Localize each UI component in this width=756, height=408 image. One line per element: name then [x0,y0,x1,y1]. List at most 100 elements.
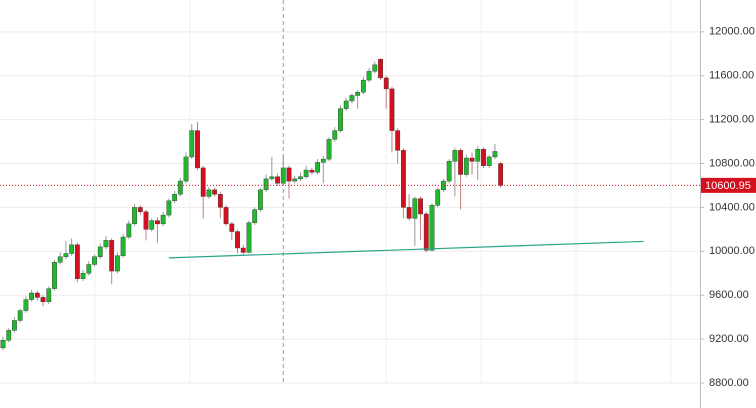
candle-down [109,240,115,272]
candle-up [172,194,177,202]
candle-up [120,236,126,256]
candle-up [269,176,275,180]
candle-up [29,292,34,300]
price-label: 10600.95 [705,180,751,192]
candle-down [423,213,429,251]
candle-up [160,214,166,225]
candle-up [183,156,189,182]
candle-up [360,79,366,93]
candle-down [395,130,401,151]
candle-up [372,64,378,72]
candle-up [132,207,137,225]
candle-up [446,161,452,182]
candle-down [309,169,315,173]
candle-up [292,178,298,182]
candle-down [34,292,40,298]
candle-down [275,176,280,184]
candle-down [286,167,292,182]
candle-up [452,150,458,162]
candle-up [435,189,441,206]
candle-up [429,205,435,251]
candle-down [235,231,240,249]
candle-up [126,223,132,238]
candle-up [366,71,372,81]
candle-up [103,240,109,248]
candle-up [263,178,269,191]
candle-up [315,162,320,173]
candle-up [114,255,120,272]
candle-down [458,150,463,175]
candle-up [332,130,338,140]
candle-up [246,222,252,253]
candle-up [326,139,332,160]
candle-up [177,180,183,195]
y-tick-label: 12000.00 [709,26,755,38]
candle-up [206,189,212,197]
candle-up [6,330,12,341]
y-tick-label: 10400.00 [709,201,755,213]
candle-up [189,130,195,158]
candle-up [338,108,343,131]
price-label-box [701,177,756,193]
candle-down [195,130,200,169]
candle-up [12,320,17,331]
candle-up [57,256,63,263]
candle-down [217,194,223,208]
candle-down [229,223,235,232]
candle-up [166,200,172,216]
y-tick-label: 11600.00 [709,70,754,82]
candle-up [0,340,6,349]
y-tick-label: 10000.00 [709,245,755,257]
candle-up [280,167,286,184]
candle-up [46,288,52,302]
candle-up [492,151,498,158]
candle-up [298,176,303,180]
candle-down [498,163,504,186]
candle-down [240,247,246,253]
candle-up [97,246,103,257]
y-tick-label: 10800.00 [709,157,755,169]
candle-up [463,157,469,175]
candle-down [469,157,475,162]
candle-up [412,198,418,219]
candle-up [320,158,326,163]
candle-down [137,207,143,213]
y-tick-label: 8800.00 [709,377,749,389]
candle-down [223,207,229,225]
candle-down [481,149,486,166]
candle-down [155,220,160,225]
candle-down [378,59,383,79]
candle-down [74,244,80,279]
candle-up [52,262,57,289]
candle-up [63,253,69,257]
candle-up [303,169,309,177]
candle-down [40,297,46,302]
candle-up [69,244,75,254]
candle-down [200,167,206,197]
candle-up [149,220,155,230]
y-tick-label: 9200.00 [709,333,749,345]
y-tick-label: 9600.00 [709,289,749,301]
y-tick-label: 11200.00 [709,114,754,126]
vertical-grid [94,0,672,383]
candle-up [343,100,349,109]
candle-up [23,299,29,311]
candle-up [258,189,263,210]
candle-up [486,156,492,166]
candle-up [349,95,355,102]
candle-up [252,209,258,223]
candle-down [143,211,149,230]
candle-down [212,189,218,195]
candle-down [406,207,412,219]
candle-down [401,150,406,208]
candle-down [418,198,423,215]
trendline [168,240,644,259]
candle-up [80,273,86,279]
candle-down [389,88,395,131]
candle-up [475,149,481,162]
candle-up [355,91,361,96]
candle-up [92,256,97,265]
candle-down [383,77,389,90]
candle-up [17,310,23,321]
